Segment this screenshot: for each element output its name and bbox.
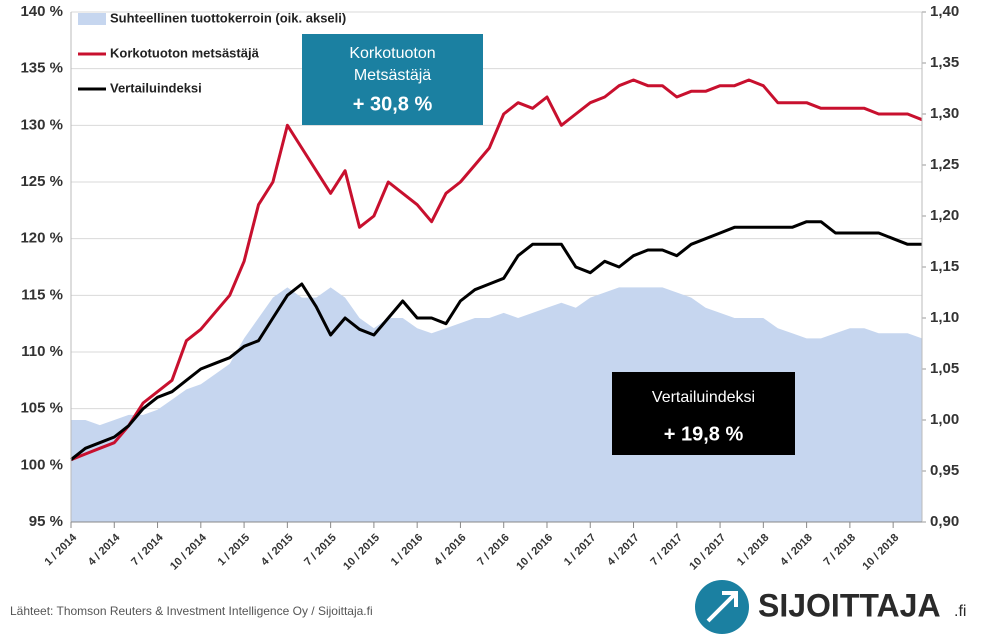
logo-text: SIJOITTAJA xyxy=(758,587,941,623)
logo-suffix: .fi xyxy=(954,603,966,620)
legend-label: Suhteellinen tuottokerroin (oik. akseli) xyxy=(110,10,346,25)
plot-area xyxy=(70,78,923,522)
y-tick-label: 140 % xyxy=(20,3,63,20)
x-tick-label: 1 / 2018 xyxy=(735,532,772,569)
annotation-value: + 19,8 % xyxy=(664,423,744,445)
y-tick-label: 115 % xyxy=(21,286,63,303)
y2-tick-label: 1,15 xyxy=(930,258,959,275)
x-tick-label: 7 / 2018 xyxy=(821,532,858,569)
logo: SIJOITTAJA .fi xyxy=(695,580,966,634)
y2-tick-label: 0,95 xyxy=(930,462,959,479)
legend-label: Korkotuoton metsästäjä xyxy=(110,45,260,60)
x-tick-label: 7 / 2017 xyxy=(648,532,685,569)
line xyxy=(70,78,923,462)
x-tick-label: 1 / 2014 xyxy=(43,531,80,568)
y-tick-label: 135 % xyxy=(20,60,63,77)
y2-tick-label: 0,90 xyxy=(930,513,959,530)
x-tick-label: 4 / 2016 xyxy=(432,532,469,569)
legend-label: Vertailuindeksi xyxy=(110,80,202,95)
x-tick-label: 7 / 2014 xyxy=(129,531,166,568)
x-tick-label: 10 / 2015 xyxy=(341,532,382,573)
y2-tick-label: 1,35 xyxy=(930,54,959,71)
y-tick-label: 110 % xyxy=(21,343,63,360)
x-tick-label: 1 / 2017 xyxy=(562,532,599,569)
y-tick-label: 100 % xyxy=(20,456,63,473)
annotation-title: Metsästäjä xyxy=(354,67,431,84)
annotation: Korkotuoton Metsästäjä + 30,8 % xyxy=(302,34,483,125)
x-tick-label: 10 / 2016 xyxy=(514,532,555,573)
x-tick-label: 10 / 2017 xyxy=(687,532,728,573)
y2-tick-label: 1,00 xyxy=(930,411,959,428)
annotation-title: Vertailuindeksi xyxy=(652,389,755,406)
legend-swatch xyxy=(78,13,106,25)
x-tick-label: 4 / 2017 xyxy=(605,532,642,569)
y2-tick-label: 1,10 xyxy=(930,309,959,326)
x-tick-label: 4 / 2018 xyxy=(778,532,815,569)
source: Lähteet: Thomson Reuters & Investment In… xyxy=(10,604,373,618)
annotation-box xyxy=(302,34,483,125)
line xyxy=(70,220,922,461)
y2-tick-label: 1,05 xyxy=(930,360,959,377)
y-tick-label: 130 % xyxy=(20,116,63,133)
x-tick-label: 1 / 2016 xyxy=(389,532,426,569)
x-tick-label: 1 / 2015 xyxy=(216,532,253,569)
area xyxy=(71,287,922,522)
y2-tick-label: 1,30 xyxy=(930,105,959,122)
annotation-value: + 30,8 % xyxy=(353,93,433,115)
annotation-box xyxy=(612,372,795,455)
annotation: Vertailuindeksi + 19,8 % xyxy=(612,372,795,455)
y-tick-label: 125 % xyxy=(20,173,63,190)
x-tick-label: 4 / 2015 xyxy=(259,532,296,569)
x-tick-label: 4 / 2014 xyxy=(86,531,123,568)
x-tick-label: 10 / 2018 xyxy=(860,532,901,573)
x-tick-label: 7 / 2016 xyxy=(475,532,512,569)
x-tick-label: 7 / 2015 xyxy=(302,532,339,569)
logo-arrow xyxy=(706,591,738,623)
y2-tick-label: 1,40 xyxy=(930,3,959,20)
y2-tick-label: 1,25 xyxy=(930,156,959,173)
y-tick-label: 95 % xyxy=(29,513,63,530)
annotation-title: Korkotuoton xyxy=(349,45,435,62)
y-tick-label: 105 % xyxy=(20,400,63,417)
y2-tick-label: 1,20 xyxy=(930,207,959,224)
x-tick-label: 10 / 2014 xyxy=(168,531,210,573)
y-tick-label: 120 % xyxy=(20,230,63,247)
